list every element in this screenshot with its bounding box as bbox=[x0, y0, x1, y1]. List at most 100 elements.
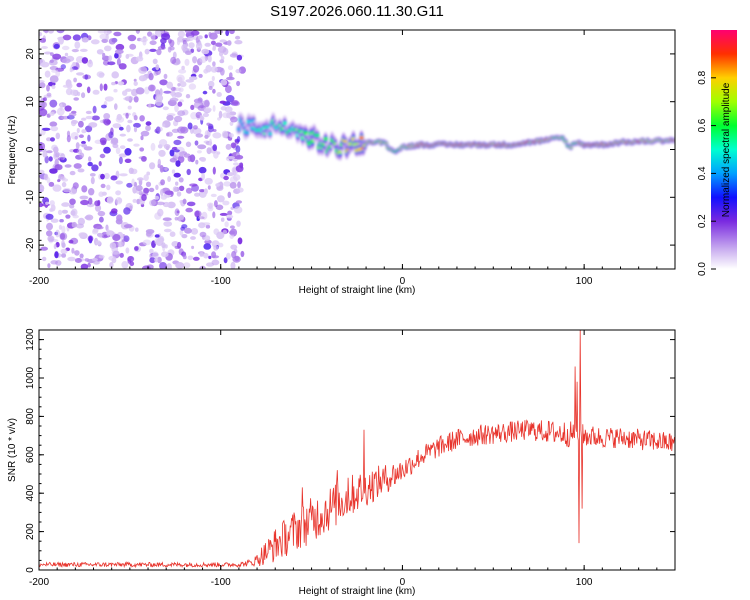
noise-blob bbox=[219, 100, 227, 104]
noise-blob bbox=[185, 141, 192, 148]
noise-blob bbox=[188, 83, 197, 90]
spectrogram-y-label: Frequency (Hz) bbox=[7, 116, 18, 185]
noise-blob bbox=[212, 105, 216, 112]
noise-blob bbox=[162, 217, 172, 221]
noise-blob bbox=[58, 37, 64, 45]
noise-blob bbox=[177, 110, 186, 117]
noise-blob bbox=[98, 161, 102, 167]
noise-blob bbox=[98, 254, 105, 259]
noise-blob bbox=[157, 45, 166, 50]
noise-blob bbox=[186, 201, 196, 207]
noise-blob bbox=[88, 122, 98, 128]
noise-blob bbox=[173, 149, 180, 153]
noise-blob bbox=[218, 242, 224, 248]
noise-blob bbox=[122, 90, 128, 96]
noise-blob bbox=[226, 76, 235, 81]
noise-blob bbox=[155, 126, 161, 134]
noise-blob bbox=[99, 137, 107, 144]
noise-blob bbox=[169, 157, 177, 163]
x-tick-label: 0 bbox=[400, 577, 406, 588]
noise-blob bbox=[78, 232, 87, 238]
noise-blob bbox=[179, 81, 187, 88]
noise-blob bbox=[228, 133, 234, 138]
noise-blob bbox=[204, 235, 211, 242]
noise-blob bbox=[98, 191, 104, 197]
noise-blob bbox=[169, 231, 176, 237]
noise-blob bbox=[229, 233, 234, 239]
noise-blob bbox=[104, 45, 112, 52]
noise-blob bbox=[50, 218, 59, 223]
noise-blob bbox=[44, 30, 49, 34]
noise-blob bbox=[228, 230, 235, 235]
noise-blob bbox=[55, 229, 60, 238]
ridge-cell bbox=[568, 146, 574, 149]
noise-blob bbox=[149, 48, 157, 53]
noise-blob bbox=[177, 83, 181, 87]
noise-blob bbox=[95, 240, 101, 246]
spectral-ridge bbox=[236, 112, 675, 161]
noise-blob bbox=[177, 126, 186, 134]
noise-blob bbox=[158, 149, 166, 157]
snr-frame bbox=[38, 329, 676, 571]
noise-blob bbox=[200, 157, 207, 162]
noise-blob bbox=[103, 83, 108, 91]
noise-blob bbox=[129, 43, 137, 50]
noise-blob bbox=[111, 81, 116, 86]
noise-blob bbox=[58, 224, 63, 230]
noise-blob bbox=[97, 30, 107, 34]
noise-blob bbox=[135, 185, 143, 192]
noise-blob bbox=[156, 48, 162, 56]
noise-blob bbox=[99, 153, 106, 159]
ridge-cell bbox=[357, 147, 363, 152]
noise-blob bbox=[49, 168, 58, 174]
noise-blob bbox=[71, 66, 79, 70]
noise-blob bbox=[210, 40, 216, 45]
noise-blob bbox=[117, 81, 125, 86]
noise-blob bbox=[163, 221, 173, 227]
noise-blob bbox=[186, 36, 194, 42]
noise-blob bbox=[222, 47, 229, 56]
noise-blob bbox=[106, 228, 110, 237]
noise-blob bbox=[108, 255, 117, 261]
noise-blob bbox=[178, 87, 184, 93]
noise-blob bbox=[236, 80, 241, 87]
noise-blob bbox=[119, 252, 124, 258]
noise-blob bbox=[81, 57, 89, 64]
noise-blob bbox=[205, 64, 212, 73]
noise-blob bbox=[227, 210, 233, 216]
noise-blob bbox=[71, 247, 75, 254]
noise-blob bbox=[190, 112, 198, 120]
noise-blob bbox=[215, 183, 220, 187]
noise-blob bbox=[76, 82, 83, 88]
noise-blob bbox=[86, 86, 91, 94]
noise-blob bbox=[171, 169, 176, 174]
noise-blob bbox=[163, 73, 168, 80]
noise-blob bbox=[149, 40, 157, 46]
noise-blob bbox=[233, 174, 241, 181]
noise-blob bbox=[139, 147, 145, 152]
noise-blob bbox=[203, 243, 212, 250]
noise-blob bbox=[116, 58, 121, 66]
noise-blob bbox=[54, 251, 59, 259]
noise-blob bbox=[39, 202, 44, 208]
noise-blob bbox=[87, 60, 93, 68]
noise-blob bbox=[166, 263, 172, 269]
noise-blob bbox=[90, 39, 100, 45]
noise-blob bbox=[182, 198, 187, 205]
noise-blob bbox=[133, 115, 138, 121]
noise-blob bbox=[167, 46, 172, 53]
noise-blob bbox=[118, 153, 127, 158]
noise-blob bbox=[175, 181, 179, 186]
noise-blob bbox=[154, 195, 160, 200]
noise-blob bbox=[97, 210, 106, 217]
noise-blob bbox=[235, 200, 242, 204]
noise-blob bbox=[214, 200, 218, 208]
noise-blob bbox=[190, 236, 196, 240]
noise-blob bbox=[209, 138, 212, 147]
noise-blob bbox=[77, 168, 85, 173]
noise-blob bbox=[46, 84, 50, 92]
noise-blob bbox=[133, 96, 139, 103]
